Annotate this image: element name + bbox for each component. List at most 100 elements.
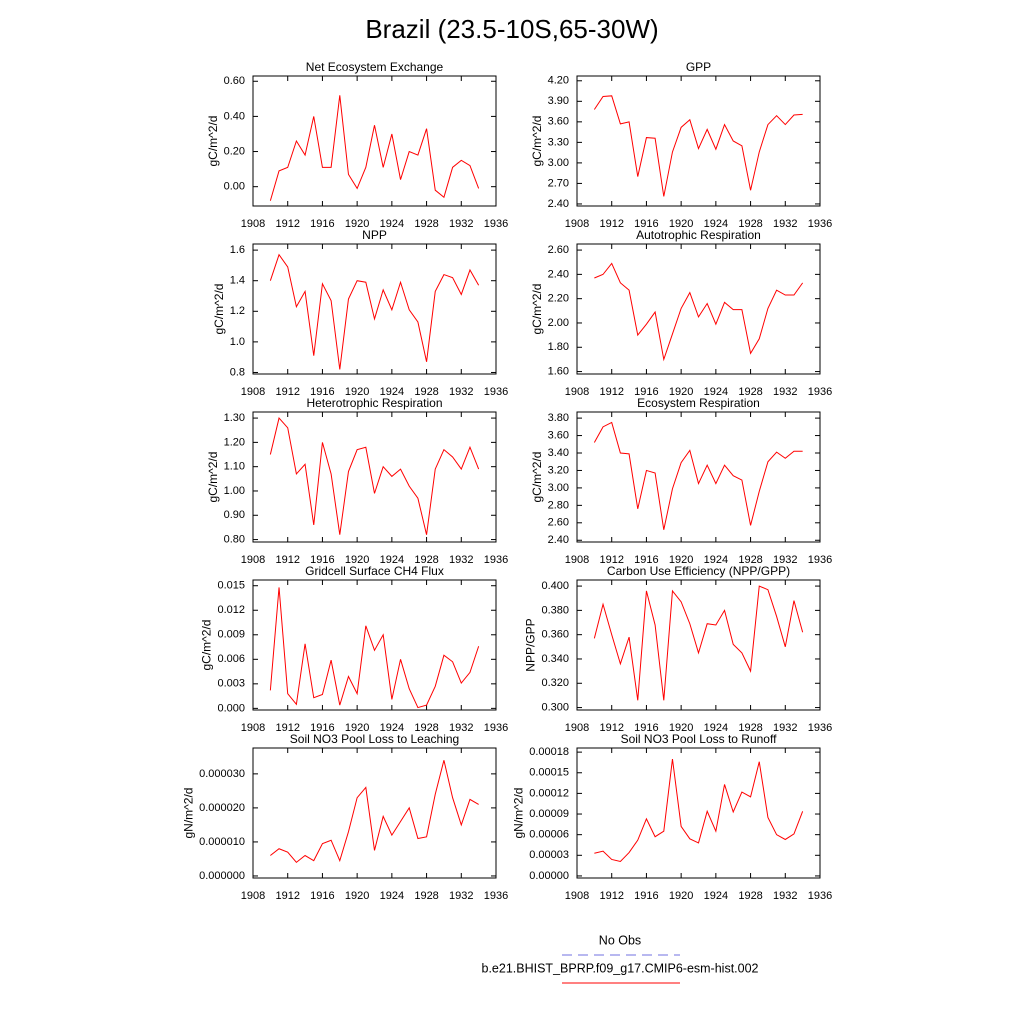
x-tick-label: 1932 — [449, 890, 473, 902]
y-tick-label: 0.009 — [217, 629, 245, 641]
y-tick-label: 3.40 — [548, 447, 569, 459]
y-tick-label: 0.000030 — [199, 768, 245, 780]
x-tick-label: 1920 — [669, 890, 693, 902]
x-tick-label: 1936 — [808, 890, 832, 902]
y-tick-label: 1.60 — [548, 365, 569, 377]
y-tick-label: 0.340 — [541, 653, 569, 665]
x-tick-label: 1908 — [241, 218, 265, 230]
data-line — [269, 95, 480, 201]
y-tick-label: 0.000020 — [199, 802, 245, 814]
x-tick-label: 1916 — [634, 386, 658, 398]
x-tick-label: 1932 — [773, 722, 797, 734]
x-tick-label: 1912 — [599, 722, 623, 734]
y-tick-label: 0.90 — [224, 509, 245, 521]
legend-label: b.e21.BHIST_BPRP.f09_g17.CMIP6-esm-hist.… — [482, 961, 759, 975]
plot-frame — [252, 747, 497, 879]
y-tick-label: 2.40 — [548, 268, 569, 280]
plot-frame — [252, 75, 497, 207]
panel: Net Ecosystem Exchange 1908 1912 1916 1920 19… — [206, 60, 508, 230]
y-axis-label: NPP/GPP — [524, 618, 538, 671]
y-tick-label: 2.80 — [548, 499, 569, 511]
y-tick-label: 0.00006 — [529, 829, 569, 841]
data-line — [269, 253, 480, 370]
plot-frame — [252, 411, 497, 543]
y-axis-label: gC/m^2/d — [206, 452, 220, 503]
panel: Heterotrophic Respiration 1908 1912 1916 192… — [206, 396, 508, 566]
x-tick-label: 1924 — [380, 218, 404, 230]
y-tick-label: 0.400 — [541, 580, 569, 592]
data-line — [594, 262, 804, 362]
y-axis-label: gN/m^2/d — [181, 788, 195, 839]
panel: GPP 1908 1912 1916 1920 1924 1928 1932 1936 2.40 2… — [530, 60, 832, 230]
y-axis-label: gC/m^2/d — [206, 116, 220, 167]
y-tick-label: 0.60 — [224, 75, 245, 87]
x-tick-label: 1928 — [414, 722, 438, 734]
y-tick-label: 0.8 — [230, 366, 245, 378]
panel: Soil NO3 Pool Loss to Runoff 1908 1912 1916… — [511, 732, 832, 902]
y-tick-label: 3.30 — [548, 136, 569, 148]
x-tick-label: 1932 — [449, 554, 473, 566]
y-tick-label: 0.012 — [217, 604, 245, 616]
y-tick-label: 2.00 — [548, 317, 569, 329]
x-tick-label: 1936 — [484, 386, 508, 398]
x-tick-label: 1924 — [704, 554, 728, 566]
y-tick-label: 1.20 — [224, 436, 245, 448]
y-tick-label: 0.00003 — [529, 849, 569, 861]
y-axis-label: gC/m^2/d — [212, 284, 226, 335]
y-tick-label: 0.300 — [541, 701, 569, 713]
legend-label: No Obs — [599, 933, 641, 947]
x-tick-label: 1916 — [310, 218, 334, 230]
x-tick-label: 1912 — [599, 386, 623, 398]
y-tick-label: 4.20 — [548, 75, 569, 87]
y-tick-label: 1.6 — [230, 244, 245, 256]
y-tick-label: 2.70 — [548, 177, 569, 189]
plot-frame — [576, 411, 821, 543]
x-tick-label: 1928 — [738, 218, 762, 230]
panel-title: Autotrophic Respiration — [636, 228, 761, 242]
panel-title: GPP — [686, 60, 711, 74]
y-tick-label: 3.90 — [548, 95, 569, 107]
x-tick-label: 1924 — [380, 722, 404, 734]
x-tick-label: 1912 — [275, 890, 299, 902]
panel: Soil NO3 Pool Loss to Leaching 1908 1912 19… — [181, 732, 508, 902]
x-tick-label: 1912 — [275, 554, 299, 566]
figure-title: Brazil (23.5-10S,65-30W) — [365, 14, 658, 44]
x-tick-label: 1932 — [773, 890, 797, 902]
panel-title: Heterotrophic Respiration — [306, 396, 442, 410]
y-tick-label: 1.10 — [224, 461, 245, 473]
y-tick-label: 0.003 — [217, 678, 245, 690]
x-tick-label: 1936 — [484, 890, 508, 902]
x-tick-label: 1908 — [565, 890, 589, 902]
y-tick-label: 1.00 — [224, 485, 245, 497]
x-tick-label: 1908 — [241, 386, 265, 398]
plot-frame — [576, 243, 821, 375]
panel-title: Soil NO3 Pool Loss to Leaching — [290, 732, 459, 746]
x-tick-label: 1932 — [773, 386, 797, 398]
x-tick-label: 1928 — [414, 890, 438, 902]
y-tick-label: 1.2 — [230, 305, 245, 317]
x-tick-label: 1912 — [599, 890, 623, 902]
x-tick-label: 1936 — [808, 386, 832, 398]
panel: Carbon Use Efficiency (NPP/GPP) 1908 1912 1… — [524, 564, 833, 734]
x-tick-label: 1920 — [345, 722, 369, 734]
x-tick-label: 1932 — [449, 722, 473, 734]
y-tick-label: 0.000 — [217, 702, 245, 714]
x-tick-label: 1936 — [808, 554, 832, 566]
x-tick-label: 1924 — [380, 890, 404, 902]
x-tick-label: 1928 — [738, 890, 762, 902]
panel: Ecosystem Respiration 1908 1912 1916 1920 192… — [530, 396, 832, 566]
y-tick-label: 1.80 — [548, 341, 569, 353]
x-tick-label: 1928 — [414, 554, 438, 566]
y-tick-label: 0.00015 — [529, 767, 569, 779]
x-tick-label: 1920 — [669, 554, 693, 566]
y-tick-label: 1.4 — [230, 275, 245, 287]
x-tick-label: 1912 — [599, 554, 623, 566]
plot-frame — [576, 75, 821, 207]
y-tick-label: 0.00000 — [529, 870, 569, 882]
x-tick-label: 1916 — [634, 890, 658, 902]
x-tick-label: 1916 — [310, 890, 334, 902]
y-axis-label: gC/m^2/d — [530, 284, 544, 335]
x-tick-label: 1928 — [414, 218, 438, 230]
data-line — [269, 417, 480, 535]
x-tick-label: 1916 — [634, 554, 658, 566]
